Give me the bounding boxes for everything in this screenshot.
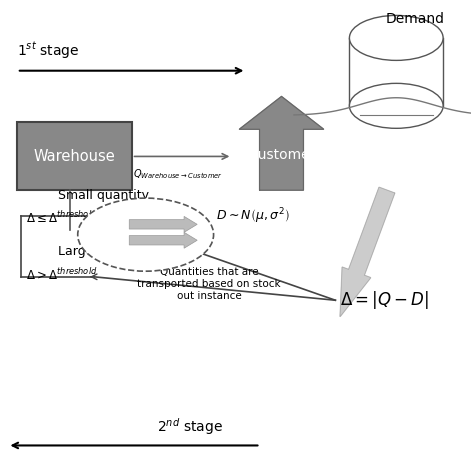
Polygon shape xyxy=(239,97,324,190)
FancyArrow shape xyxy=(129,232,197,248)
Polygon shape xyxy=(340,187,395,317)
Text: Quantities that are
transported based on stock
out instance: Quantities that are transported based on… xyxy=(137,267,281,301)
Text: $Q_{Warehouse\rightarrow Customer}$: $Q_{Warehouse\rightarrow Customer}$ xyxy=(133,168,223,182)
Ellipse shape xyxy=(349,16,443,60)
Text: $\Delta > \Delta^{threshold}$: $\Delta > \Delta^{threshold}$ xyxy=(26,267,98,283)
Text: Demand: Demand xyxy=(385,12,445,26)
Text: Small quantity: Small quantity xyxy=(58,189,149,202)
Text: 1$^{st}$ stage: 1$^{st}$ stage xyxy=(17,41,79,61)
Text: $\Delta \leq \Delta^{threshold}$: $\Delta \leq \Delta^{threshold}$ xyxy=(26,210,98,226)
Ellipse shape xyxy=(349,83,443,128)
Text: $D \sim N\left(\mu, \sigma^{2}\right)$: $D \sim N\left(\mu, \sigma^{2}\right)$ xyxy=(216,206,290,226)
Text: Large quantity: Large quantity xyxy=(58,245,149,258)
FancyArrow shape xyxy=(129,217,197,232)
Text: Customer: Customer xyxy=(248,148,315,162)
Ellipse shape xyxy=(78,198,214,271)
Text: Warehouse: Warehouse xyxy=(33,149,115,164)
Text: 2$^{nd}$ stage: 2$^{nd}$ stage xyxy=(157,417,223,438)
Text: $R$: $R$ xyxy=(109,216,121,232)
FancyBboxPatch shape xyxy=(17,122,132,190)
Text: $\Delta = |Q - D|$: $\Delta = |Q - D|$ xyxy=(340,289,429,311)
Text: $E$: $E$ xyxy=(109,232,121,248)
